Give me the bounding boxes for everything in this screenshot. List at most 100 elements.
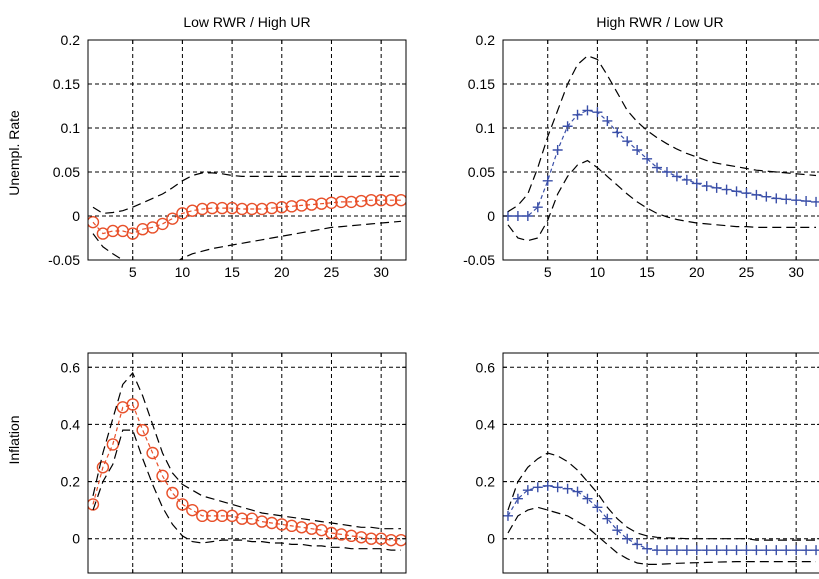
axes-frame	[87, 39, 407, 261]
circle-marker	[166, 486, 179, 500]
x-tick-label: 25	[324, 577, 340, 579]
plus-marker	[512, 493, 523, 504]
y-tick-label: 0	[487, 208, 495, 224]
plus-marker	[622, 136, 633, 147]
x-tick-label: 15	[224, 577, 240, 579]
confidence-band-upper	[92, 371, 401, 530]
y-tick-label: 0.15	[468, 76, 495, 92]
y-tick-label: 0.4	[61, 416, 81, 432]
plus-marker	[711, 182, 722, 193]
x-tick-label: 5	[544, 264, 552, 280]
plus-marker	[721, 545, 732, 556]
plus-marker	[503, 510, 513, 521]
plus-marker	[592, 502, 603, 513]
circle-marker	[335, 195, 348, 209]
plus-marker	[801, 545, 812, 556]
plus-marker	[671, 545, 682, 556]
circle-marker	[186, 204, 199, 217]
y-tick-label: 0.2	[61, 32, 81, 48]
confidence-band-upper	[507, 452, 816, 541]
confidence-band-lower	[92, 429, 401, 551]
circle-marker	[186, 503, 199, 517]
plus-marker	[572, 486, 583, 497]
circle-marker	[196, 509, 209, 523]
y-tick-label: 0.05	[53, 164, 80, 180]
col-title-0: Low RWR / High UR	[183, 14, 310, 30]
x-tick-label: 20	[689, 264, 705, 280]
x-tick-label: 20	[274, 577, 290, 579]
circle-marker	[146, 446, 159, 460]
plus-marker	[761, 191, 772, 202]
x-tick-label: 30	[788, 264, 804, 280]
plus-marker	[562, 121, 573, 132]
plus-marker	[542, 175, 553, 186]
y-tick-label: 0.15	[53, 76, 80, 92]
plot-area	[503, 40, 819, 260]
plus-marker	[522, 211, 533, 221]
circle-marker	[345, 195, 358, 209]
y-tick-label: 0.4	[476, 416, 496, 432]
circle-marker	[315, 197, 328, 210]
plus-marker	[771, 545, 782, 556]
plus-marker	[691, 178, 702, 189]
plus-marker	[562, 483, 573, 494]
x-tick-label: 30	[373, 577, 389, 579]
plus-marker	[761, 545, 772, 556]
panel-1: 5 10 15 20 25 30 -0.05 0 0.05 0.1 0.15 0.2	[463, 32, 819, 280]
plus-marker	[532, 202, 543, 213]
panel-3: 5 10 15 20 25 30 0 0.2 0.4 0.6	[476, 352, 819, 579]
circle-marker	[374, 193, 388, 207]
confidence-band-upper	[92, 172, 401, 215]
circle-marker	[265, 516, 279, 530]
circle-marker	[365, 532, 378, 545]
circle-marker	[136, 423, 149, 437]
x-tick-label: 20	[689, 577, 705, 579]
circle-marker	[126, 398, 139, 411]
plus-marker	[681, 174, 692, 185]
circle-marker	[325, 196, 338, 210]
x-tick-label: 25	[739, 577, 755, 579]
circle-marker	[275, 518, 288, 531]
circle-marker	[126, 227, 139, 240]
circle-marker	[394, 193, 406, 207]
col-title-1: High RWR / Low UR	[596, 14, 723, 30]
circle-marker	[384, 193, 398, 207]
y-tick-label: 0	[72, 208, 80, 224]
plus-marker	[612, 127, 623, 138]
x-tick-label: 15	[639, 264, 655, 280]
circle-marker	[156, 217, 169, 231]
x-tick-label: 15	[639, 577, 655, 579]
x-tick-label: 5	[129, 577, 137, 579]
plus-marker	[582, 105, 593, 116]
y-tick-label: 0.05	[468, 164, 495, 180]
plus-marker	[701, 181, 712, 192]
circle-marker	[96, 461, 110, 474]
plus-marker	[751, 189, 762, 200]
plus-marker	[532, 482, 543, 493]
row-label-0: Unempl. Rate	[6, 110, 22, 196]
circle-marker	[285, 519, 298, 533]
circle-marker	[285, 200, 298, 213]
x-tick-label: 10	[175, 264, 191, 280]
plus-marker	[652, 162, 663, 173]
row-label-1: Inflation	[6, 415, 22, 464]
plus-marker	[572, 109, 583, 120]
plus-marker	[671, 171, 682, 182]
circle-marker	[235, 202, 249, 216]
plus-marker	[661, 545, 672, 556]
plus-marker	[701, 545, 712, 556]
plus-marker	[642, 543, 653, 554]
plus-marker	[741, 545, 752, 556]
plus-marker	[661, 167, 672, 177]
plus-marker	[652, 545, 663, 556]
circle-marker	[156, 469, 169, 483]
circle-marker	[255, 515, 269, 528]
plus-marker	[731, 186, 742, 197]
circle-marker	[225, 201, 239, 215]
y-tick-label: 0	[72, 531, 80, 547]
panel-0: 5 10 15 20 25 30 -0.05 0 0.05 0.1 0.15 0.2	[48, 32, 407, 280]
circle-marker	[305, 198, 318, 211]
circle-marker	[245, 202, 259, 216]
x-tick-label: 25	[324, 264, 340, 280]
panel-data	[503, 55, 819, 242]
